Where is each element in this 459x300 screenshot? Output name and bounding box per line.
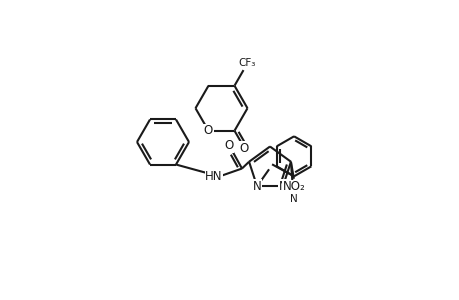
Text: N: N <box>291 183 300 196</box>
Text: CF₃: CF₃ <box>238 58 256 68</box>
Text: $\overset{+}{\rm N}$: $\overset{+}{\rm N}$ <box>288 186 297 205</box>
Text: O: O <box>224 139 233 152</box>
Text: O: O <box>203 124 213 137</box>
Text: N: N <box>278 180 287 193</box>
Text: N: N <box>252 180 261 193</box>
Text: NO₂: NO₂ <box>282 180 305 193</box>
Text: HN: HN <box>205 170 222 183</box>
Text: O: O <box>239 142 249 154</box>
